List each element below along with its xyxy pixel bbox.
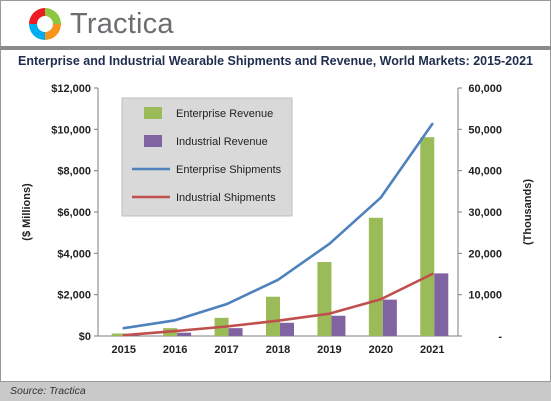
right-tick-label: 10,000 xyxy=(468,290,502,302)
chart-plot: $0 $2,000 $4,000 $6,000 $8,000 $10,000 $12,000… xyxy=(21,83,534,356)
industrial-revenue-bar xyxy=(228,328,243,336)
legend-swatch xyxy=(144,135,162,147)
industrial-revenue-bar xyxy=(280,322,294,336)
legend-label: Enterprise Shipments xyxy=(176,164,282,176)
left-tick-label: $10,000 xyxy=(51,124,91,136)
industrial-shipments-line xyxy=(122,272,434,337)
header-rule xyxy=(0,46,551,50)
legend-swatch xyxy=(144,107,162,119)
enterprise-revenue-bar xyxy=(368,217,383,336)
left-tick-label: $12,000 xyxy=(51,83,91,95)
tractica-logo-icon xyxy=(29,8,61,40)
right-tick-label: 50,000 xyxy=(468,124,502,136)
source-note: Source: Tractica xyxy=(10,385,86,397)
enterprise-revenue-bar xyxy=(317,262,332,336)
x-tick-label: 2019 xyxy=(317,344,341,356)
right-tick-label: - xyxy=(498,331,502,343)
industrial-revenue-bar xyxy=(331,315,346,336)
industrial-revenue-bar xyxy=(434,273,449,336)
enterprise-revenue-bar xyxy=(111,333,126,336)
left-tick-label: $6,000 xyxy=(57,207,91,219)
x-tick-label: 2015 xyxy=(111,344,135,356)
left-tick-label: $2,000 xyxy=(57,290,91,302)
chart-title: Enterprise and Industrial Wearable Shipm… xyxy=(18,54,533,68)
brand-logo: Tractica xyxy=(28,4,174,44)
enterprise-revenue-bar xyxy=(420,137,435,336)
left-tick-label: $0 xyxy=(79,331,91,343)
right-tick-label: 60,000 xyxy=(468,83,502,95)
x-tick-label: 2018 xyxy=(266,344,290,356)
industrial-revenue-bar xyxy=(382,299,397,336)
industrial-revenue-bar xyxy=(177,332,192,336)
enterprise-shipments-line xyxy=(122,122,434,330)
right-tick-label: 20,000 xyxy=(468,248,502,260)
enterprise-revenue-bar xyxy=(266,296,280,336)
source-bar: Source: Tractica xyxy=(0,381,551,401)
brand-name: Tractica xyxy=(70,7,174,40)
left-tick-label: $8,000 xyxy=(57,166,91,178)
x-tick-label: 2016 xyxy=(163,344,187,356)
legend-label: Industrial Shipments xyxy=(176,192,276,204)
x-tick-label: 2020 xyxy=(369,344,393,356)
legend-label: Industrial Revenue xyxy=(176,136,268,148)
x-tick-label: 2017 xyxy=(214,344,238,356)
y-axis-title: ($ Millions) xyxy=(21,183,33,241)
left-tick-label: $4,000 xyxy=(57,248,91,260)
x-tick-label: 2021 xyxy=(420,344,444,356)
legend-label: Enterprise Revenue xyxy=(176,108,273,120)
right-tick-label: 40,000 xyxy=(468,166,502,178)
y2-axis-title: (Thousands) xyxy=(522,179,534,245)
right-tick-label: 30,000 xyxy=(468,207,502,219)
